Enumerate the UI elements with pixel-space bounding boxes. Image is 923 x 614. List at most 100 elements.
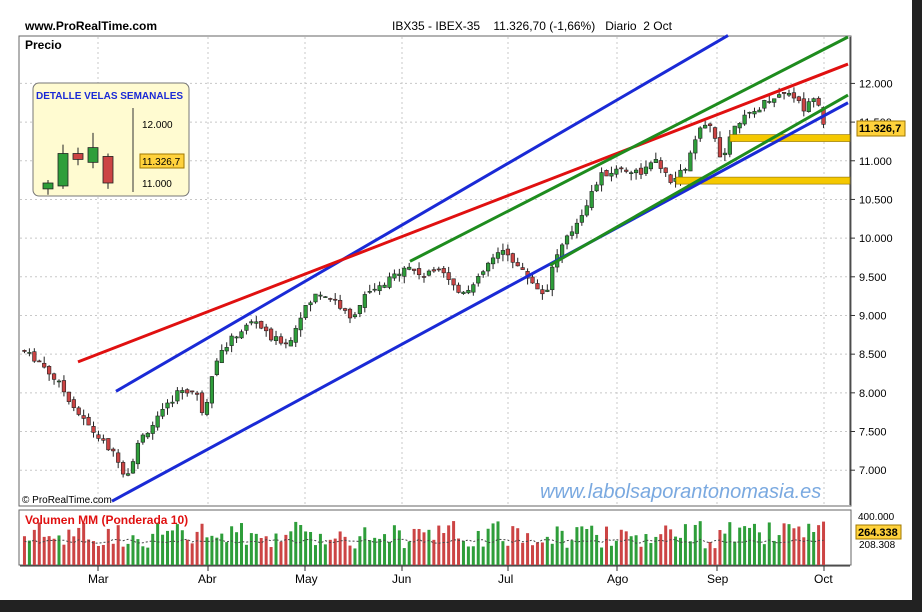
candle-body [180,390,185,393]
volume-bar [323,544,327,565]
candle-body [209,376,215,404]
volume-bar [550,543,554,565]
candle-body [806,101,811,112]
candle-body [471,284,476,293]
volume-bar [639,546,643,565]
volume-bar [373,537,377,565]
site-name[interactable]: www.ProRealTime.com [25,19,158,33]
volume-bar [718,530,722,565]
candle-body [653,159,658,163]
volume-bar [535,542,539,565]
volume-bar [644,534,648,565]
candle-body [32,351,37,362]
candle-body [234,336,239,339]
last-price-badge [856,120,906,137]
candle-body [520,267,525,270]
green-channel-upper [409,35,849,263]
inset-candle-body [102,156,114,184]
candle-body [500,250,506,255]
candle-body [362,294,367,308]
candle-body [71,399,76,408]
volume-bar [72,536,76,565]
candle-body [663,167,668,173]
blue-channel-lower [111,101,849,503]
candle-body [604,170,609,177]
volume-bar [417,528,421,565]
volume-bar [304,531,308,565]
candle-body [747,111,752,114]
candle-body [116,452,121,463]
candle-body [703,124,708,129]
candle-body [22,350,27,352]
volume-bar [432,539,436,565]
candle-body [347,308,353,319]
volume-bar [239,523,243,565]
candle-body [466,289,471,294]
volume-bar [210,535,214,565]
volume-bar [383,534,387,565]
volume-ma-line [24,538,824,544]
candle-body [569,231,575,236]
volume-bar [279,541,283,565]
volume-bar [121,546,125,565]
candle-body [742,114,747,125]
candle-body [456,284,461,293]
inset-price-label: 11.326,7 [142,157,181,168]
volume-bar [215,537,219,565]
candle-body [140,434,145,443]
candle-body [791,92,797,99]
volume-bar [688,541,692,565]
y-tick-label: 7.500 [859,427,887,439]
candle-body [624,169,629,172]
volume-bar [195,531,199,565]
volume-bar [698,521,702,565]
candle-body [91,426,96,433]
price-panel-label: Precio [25,38,62,52]
volume-bar [817,525,821,565]
volume-bar [363,527,367,565]
volume-bar [595,534,599,565]
candle-body [707,123,713,126]
inset-candle-body [87,147,99,163]
x-axis: Mar Abr May Jun Jul Ago Sep Oct [20,565,850,586]
volume-bar [555,526,559,565]
volume-ma-label: 208.308 [859,540,896,551]
support-zone [675,176,851,185]
x-tick-label: Ago [607,572,629,586]
x-tick-label: Sep [707,572,729,586]
candle-body [86,416,91,426]
candle-body [111,448,116,452]
candle-body [658,160,663,169]
y-axis: 7.000 7.500 8.000 8.500 9.000 9.500 10.000 10.5… [849,37,893,505]
candle-body [318,294,323,297]
candle-body [579,215,584,223]
volume-bar [318,533,322,565]
x-tick-label: Jul [498,572,513,586]
candle-body [688,152,693,172]
volume-bar [333,538,337,565]
last-price-label: 11.326,7 [859,123,901,135]
volume-bar [570,540,574,565]
volume-bar [511,526,515,565]
volume-bars [22,521,826,565]
volume-bar [141,546,145,565]
volume-bar [156,523,160,565]
candle-body [589,191,594,208]
candle-body [298,317,303,331]
volume-bar [161,534,165,565]
candle-body [629,172,634,174]
candle-body [42,362,47,368]
candle-body [412,268,417,271]
x-tick-label: May [295,572,318,586]
candle-body [752,111,757,115]
candle-body [357,305,362,314]
candle-body [37,360,42,363]
candle-body [76,407,81,415]
volume-bar [294,521,298,565]
volume-bar [328,539,332,565]
ticker-info: IBX35 - IBEX-35 11.326,70 (-1,66%) Diari… [392,19,672,33]
volume-bar [299,525,303,565]
candle-body [584,205,589,216]
volume-bar [812,531,816,565]
y-tick-label: 12.000 [859,78,893,90]
